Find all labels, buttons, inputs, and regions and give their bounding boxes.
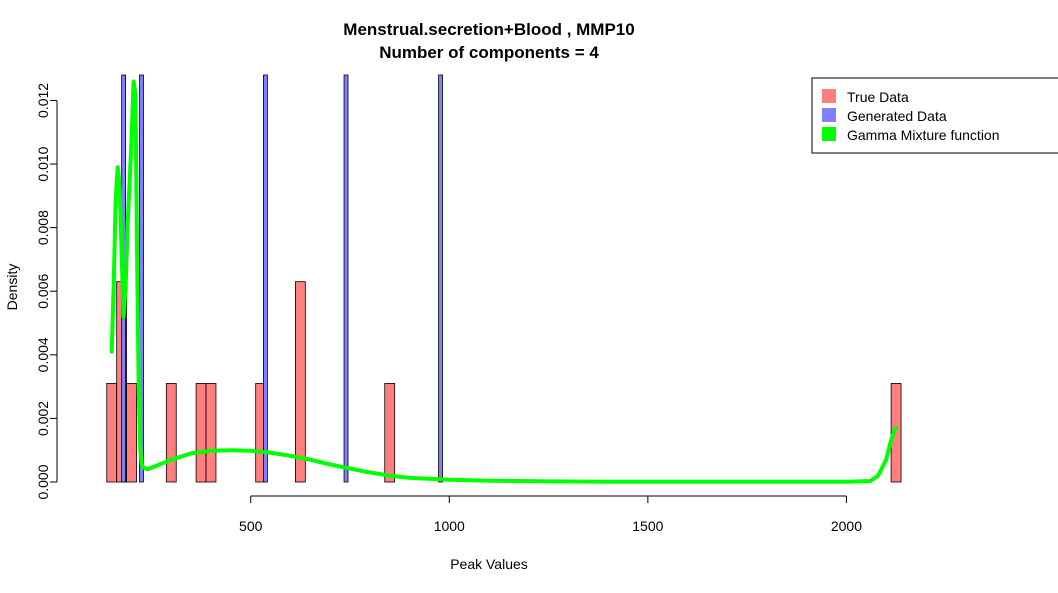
x-axis-label: Peak Values	[450, 556, 528, 572]
chart-title: Menstrual.secretion+Blood , MMP10	[343, 20, 634, 39]
legend: True Data Generated Data Gamma Mixture f…	[811, 77, 1058, 154]
true-data-bar	[294, 281, 306, 483]
x-tick-label: 1000	[434, 518, 465, 534]
y-tick-label: 0.000	[35, 464, 51, 499]
gamma-mixture-curve-group	[109, 79, 899, 484]
chart-subtitle: Number of components = 4	[379, 43, 599, 62]
generated-data-bar	[139, 74, 144, 483]
true-data-bar	[890, 383, 902, 483]
legend-label-generated-data: Generated Data	[847, 108, 947, 124]
legend-box	[811, 77, 1058, 154]
y-axis-label: Density	[4, 264, 20, 311]
legend-swatch-generated-data	[822, 108, 836, 122]
y-tick-label: 0.008	[35, 210, 51, 245]
true-data-bar	[126, 383, 137, 483]
legend-label-gamma-mixture: Gamma Mixture function	[847, 127, 1000, 143]
y-tick-label: 0.010	[35, 146, 51, 181]
y-tick-label: 0.002	[35, 401, 51, 436]
generated-data-bar	[438, 74, 443, 483]
y-axis: 0.000 0.002 0.004 0.006 0.008 0.010 0.012	[35, 83, 58, 500]
legend-label-true-data: True Data	[847, 89, 909, 105]
y-tick-label: 0.012	[35, 83, 51, 118]
generated-data-bar	[263, 74, 268, 483]
x-axis: 500 1000 1500 2000	[239, 495, 862, 534]
y-tick-label: 0.004	[35, 337, 51, 372]
legend-swatch-true-data	[822, 89, 836, 103]
true-data-bar	[195, 383, 207, 483]
true-data-bar	[106, 383, 118, 483]
x-tick-label: 500	[239, 518, 263, 534]
legend-swatch-gamma-mixture	[822, 127, 836, 141]
true-data-bar	[384, 383, 396, 483]
true-data-bar	[205, 383, 217, 483]
true-data-bar	[165, 383, 177, 483]
gamma-mixture-curve	[109, 79, 899, 484]
x-tick-label: 1500	[632, 518, 663, 534]
y-tick-label: 0.006	[35, 273, 51, 308]
generated-data-bar	[343, 74, 349, 483]
x-tick-label: 2000	[831, 518, 862, 534]
